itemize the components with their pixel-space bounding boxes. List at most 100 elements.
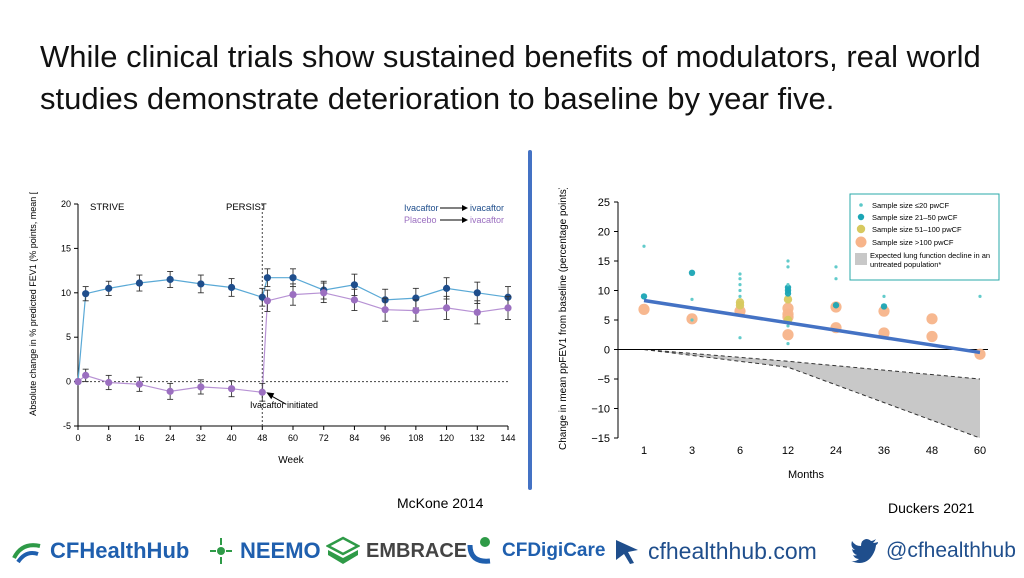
right-y-tick-label: 25: [598, 197, 610, 209]
data-point: [473, 289, 481, 297]
scatter-point: [926, 330, 938, 343]
logo-embrace-text: EMBRACE: [366, 539, 468, 562]
data-point: [258, 388, 266, 396]
left-y-tick-label: 10: [61, 288, 71, 298]
data-point: [473, 308, 481, 316]
slide-title: While clinical trials show sustained ben…: [40, 39, 981, 116]
right-y-tick-label: 0: [604, 345, 610, 357]
right-y-label: Change in mean ppFEV1 from baseline (per…: [558, 188, 569, 450]
scatter-point: [738, 283, 742, 287]
trend-line: [643, 298, 981, 355]
right-x-tick-label: 60: [974, 445, 986, 457]
right-x-tick-label: 12: [782, 445, 794, 457]
logo-cfhealthhub: CFHealthHub: [10, 534, 189, 568]
right-x-label: Months: [788, 469, 825, 481]
strive-label: STRIVE: [90, 202, 124, 213]
right-y-tick-label: −15: [591, 433, 610, 445]
twitter-bird-icon: [851, 539, 878, 563]
data-point: [135, 380, 144, 388]
scatter-point: [738, 336, 742, 340]
scatter-point: [738, 277, 742, 281]
left-x-label: Week: [278, 455, 304, 466]
data-point: [227, 283, 236, 292]
scatter-point: [834, 277, 838, 281]
data-point: [350, 296, 359, 304]
data-point: [197, 383, 205, 391]
data-point: [442, 284, 451, 292]
logo-cfdigicare: CFDigiCare: [466, 534, 605, 568]
right-x-tick-label: 6: [737, 445, 743, 457]
scatter-point: [926, 313, 938, 325]
data-point: [105, 284, 113, 292]
website-link[interactable]: cfhealthhub.com: [612, 534, 817, 568]
scatter-point: [738, 272, 742, 276]
footer: CFHealthHub NEEMO EMBRACE CFDigiCare cfh…: [0, 528, 1024, 572]
scatter-point: [738, 294, 742, 298]
data-point: [258, 293, 266, 301]
annotation-arrow-line: [270, 394, 287, 405]
mckone-chart: Absolute change in % predicted FEV1 (% p…: [28, 192, 516, 466]
legend-placebo-to: ivacaftor: [470, 215, 504, 225]
right-y-tick-label: −10: [591, 404, 610, 416]
logo-embrace: EMBRACE: [326, 534, 467, 568]
left-x-tick-label: 40: [227, 433, 237, 443]
right-y-tick-label: 20: [598, 227, 610, 239]
left-y-tick-label: 0: [66, 377, 71, 387]
data-point: [82, 371, 90, 379]
right-x-tick-label: 36: [878, 445, 890, 457]
left-y-tick-label: 20: [61, 199, 71, 209]
scatter-point: [834, 265, 838, 269]
scatter-point: [832, 302, 840, 309]
scatter-point: [640, 293, 648, 300]
scatter-point: [783, 295, 793, 304]
scatter-point: [786, 324, 790, 328]
legend-ivacaftor-from: Ivacaftor: [404, 203, 439, 213]
scatter-point: [882, 294, 886, 298]
legend-ivacaftor-to: ivacaftor: [470, 203, 504, 213]
left-y-tick-label: -5: [63, 421, 71, 431]
scatter-point: [735, 301, 745, 310]
legend-size-50: Sample size 21–50 pwCF: [872, 213, 958, 222]
data-point: [166, 387, 174, 395]
cfhealthhub-icon: [12, 543, 41, 564]
twitter-handle[interactable]: @cfhealthhub: [850, 534, 1016, 568]
data-point: [74, 378, 82, 386]
left-x-tick-label: 16: [134, 433, 144, 443]
ivacaftor-initiated-annotation: Ivacaftor initiated: [250, 400, 318, 410]
divider: [528, 150, 532, 490]
right-legend-box: [849, 193, 1000, 281]
citation-left: McKone 2014: [397, 495, 484, 511]
scatter-point: [688, 269, 696, 276]
scatter-point: [786, 342, 790, 346]
scatter-point: [738, 288, 742, 293]
left-x-tick-label: 132: [470, 433, 485, 443]
right-y-tick-label: 10: [598, 286, 610, 298]
left-x-tick-label: 84: [349, 433, 359, 443]
data-point: [135, 279, 144, 287]
data-point: [412, 306, 420, 315]
expected-decline-band: [644, 349, 980, 438]
logo-cfdigicare-text: CFDigiCare: [502, 540, 606, 561]
data-point: [82, 290, 90, 298]
data-point: [289, 290, 297, 299]
website-text[interactable]: cfhealthhub.com: [648, 537, 817, 564]
twitter-text[interactable]: @cfhealthhub: [886, 539, 1016, 562]
scatter-point: [786, 259, 790, 263]
legend-size-20: Sample size ≤20 pwCF: [872, 201, 949, 210]
data-point: [263, 297, 272, 305]
data-point: [105, 378, 113, 387]
band-upper-edge: [643, 349, 981, 380]
left-x-tick-label: 144: [500, 433, 515, 443]
cfdigicare-icon: [467, 537, 491, 564]
data-point: [197, 280, 205, 288]
left-x-tick-label: 32: [196, 433, 206, 443]
right-y-tick-label: −5: [597, 374, 610, 386]
data-point: [320, 289, 328, 297]
scatter-point: [782, 329, 794, 341]
left-y-tick-label: 15: [61, 243, 71, 253]
left-x-tick-label: 96: [380, 433, 390, 443]
scatter-point: [642, 244, 646, 248]
logo-neemo: NEEMO: [208, 534, 321, 568]
annotation-arrow-head: [266, 392, 275, 400]
legend-size-100: Sample size 51–100 pwCF: [872, 225, 962, 234]
